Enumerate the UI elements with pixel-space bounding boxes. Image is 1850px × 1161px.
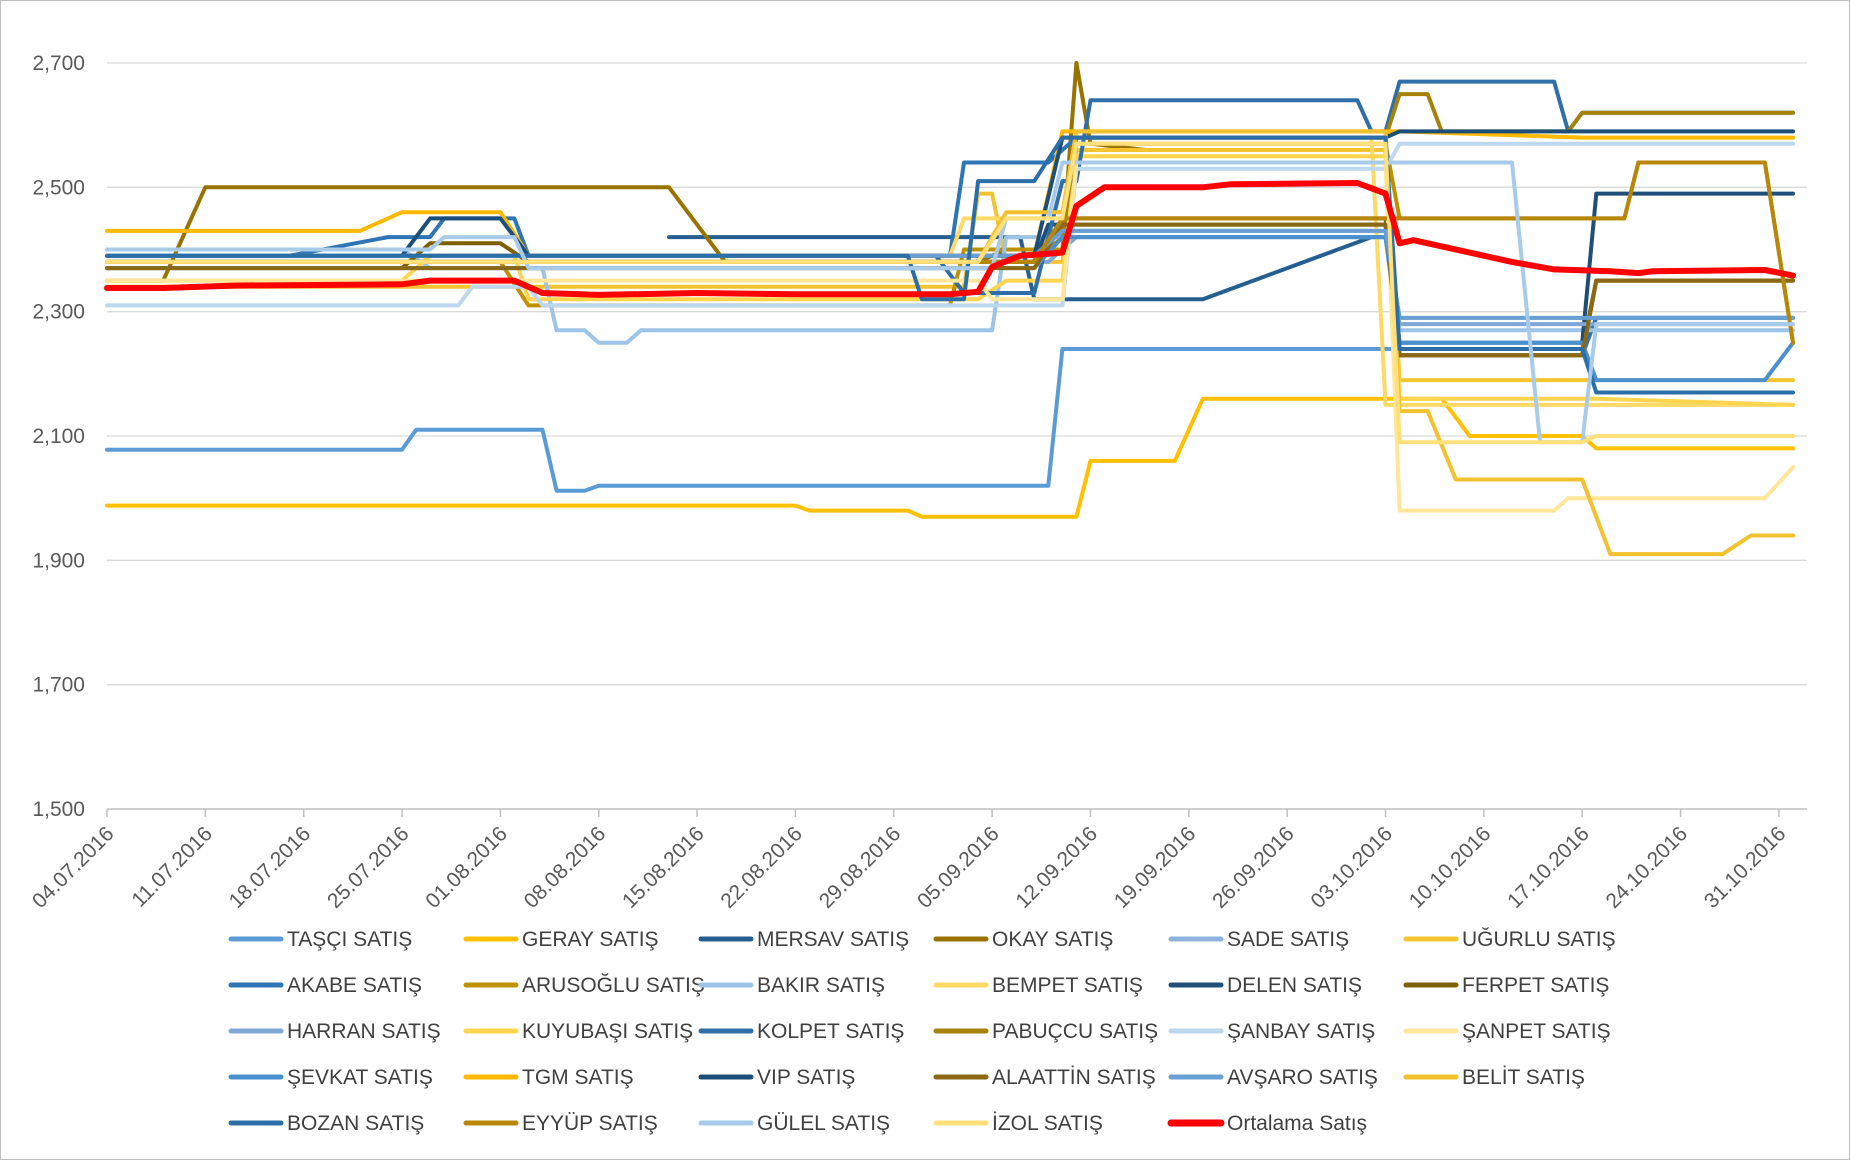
legend-label: UĞURLU SATIŞ	[1462, 928, 1616, 951]
x-tick-label: 05.09.2016	[913, 822, 1004, 913]
legend-label: BAKIR SATIŞ	[757, 974, 885, 997]
legend-label: PABUÇCU SATIŞ	[992, 1020, 1158, 1043]
gridlines	[107, 62, 1807, 686]
series-line	[104, 180, 1796, 298]
x-tick-label: 04.07.2016	[28, 822, 119, 913]
legend-label: HARRAN SATIŞ	[287, 1020, 441, 1043]
legend-label: ŞANPET SATIŞ	[1462, 1020, 1611, 1043]
series-line	[105, 235, 1795, 383]
series-line	[105, 160, 1795, 345]
series-line	[105, 160, 1795, 513]
legend-label: BELİT SATIŞ	[1462, 1066, 1585, 1089]
y-tick-label: 1,700	[32, 674, 85, 697]
legend-label: FERPET SATIŞ	[1462, 974, 1609, 997]
y-tick-label: 1,500	[32, 798, 85, 821]
x-tick-label: 25.07.2016	[323, 822, 414, 913]
legend-label: ARUSOĞLU SATIŞ	[522, 974, 705, 997]
legend-label: BOZAN SATIŞ	[287, 1112, 424, 1135]
legend: TAŞÇI SATIŞ GERAY SATIŞ MERSAV SATIŞ OKAY S…	[228, 928, 1616, 1135]
x-tick-label: 11.07.2016	[127, 822, 216, 911]
x-tick-label: 12.09.2016	[1011, 822, 1102, 913]
legend-label: DELEN SATIŞ	[1227, 974, 1362, 997]
legend-label: OKAY SATIŞ	[992, 928, 1113, 951]
x-tick-label: 03.10.2016	[1306, 822, 1397, 913]
legend-label: GERAY SATIŞ	[522, 928, 659, 951]
x-tick-label: 26.09.2016	[1208, 822, 1299, 913]
x-tick-label: 15.08.2016	[618, 822, 709, 913]
y-tick-label: 2,700	[32, 52, 85, 75]
x-tick-label: 10.10.2016	[1405, 822, 1496, 913]
x-tick-label: 29.08.2016	[815, 822, 906, 913]
legend-label: Ortalama Satış	[1227, 1112, 1367, 1135]
series-line	[105, 141, 1795, 445]
legend-label: BEMPET SATIŞ	[992, 974, 1143, 997]
legend-label: VIP SATIŞ	[757, 1066, 855, 1089]
axes: 1,500 1,700 1,900 2,100 2,300 2,500 2,700 04.07…	[28, 52, 1807, 913]
legend-label: İZOL SATIŞ	[992, 1112, 1103, 1135]
legend-label: TAŞÇI SATIŞ	[287, 928, 412, 951]
y-tick-label: 2,100	[32, 425, 85, 448]
y-tick-label: 2,500	[32, 176, 85, 199]
legend-label: KOLPET SATIŞ	[757, 1020, 904, 1043]
series-line	[105, 135, 1795, 407]
x-tick-label: 19.09.2016	[1110, 822, 1201, 913]
series-line	[105, 129, 1795, 557]
series-line	[105, 396, 1795, 519]
legend-label: SADE SATIŞ	[1227, 928, 1349, 951]
legend-label: TGM SATIŞ	[522, 1066, 634, 1089]
legend-label: AVŞARO SATIŞ	[1227, 1066, 1378, 1089]
legend-label: ŞANBAY SATIŞ	[1227, 1020, 1375, 1043]
legend-label: KUYUBAŞI SATIŞ	[522, 1020, 693, 1043]
legend-label: MERSAV SATIŞ	[757, 928, 909, 951]
legend-label: AKABE SATIŞ	[287, 974, 422, 997]
y-tick-label: 1,900	[32, 549, 85, 572]
x-tick-label: 31.10.2016	[1700, 822, 1791, 913]
x-tick-label: 22.08.2016	[716, 822, 807, 913]
legend-label: EYYÜP SATIŞ	[522, 1112, 658, 1135]
x-tick-label: 17.10.2016	[1503, 822, 1594, 913]
series-lines	[104, 61, 1796, 557]
y-tick-label: 2,300	[32, 301, 85, 324]
legend-label: ŞEVKAT SATIŞ	[287, 1066, 433, 1089]
x-tick-label: 18.07.2016	[225, 822, 316, 913]
legend-label: GÜLEL SATIŞ	[757, 1112, 890, 1135]
x-tick-label: 01.08.2016	[421, 822, 512, 913]
x-tick-label: 24.10.2016	[1602, 822, 1693, 913]
legend-label: ALAATTİN SATIŞ	[992, 1066, 1156, 1089]
x-tick-label: 08.08.2016	[520, 822, 611, 913]
